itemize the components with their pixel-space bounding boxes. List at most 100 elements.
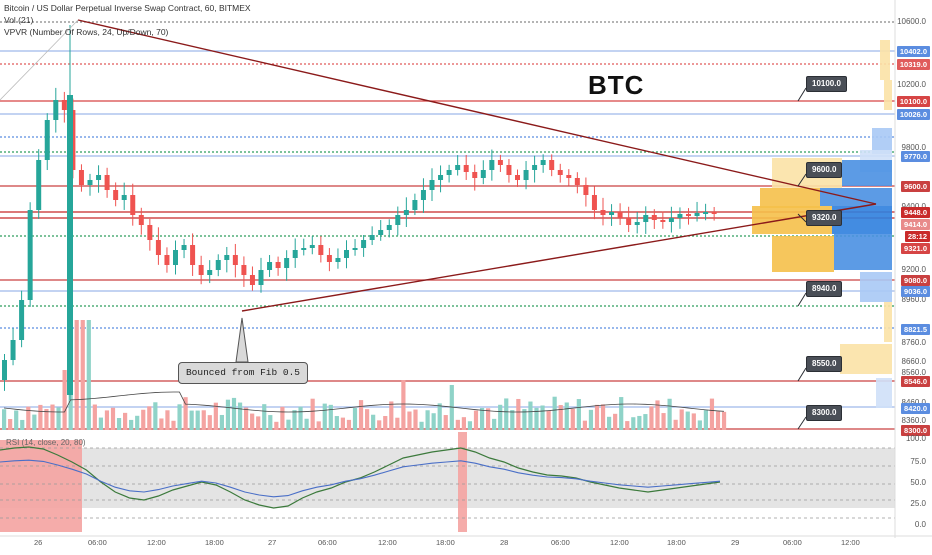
candle-body xyxy=(113,190,119,200)
volume-profile-bar xyxy=(772,236,834,272)
volume-ma-line xyxy=(3,391,724,413)
candle-body xyxy=(660,220,666,222)
candle-body xyxy=(438,175,444,180)
trend-line xyxy=(0,19,79,101)
candle-body xyxy=(566,175,572,178)
volume-profile-bar xyxy=(872,128,892,154)
candle-body xyxy=(44,120,50,160)
price-axis-label: 9200.0 xyxy=(901,265,926,274)
volume-bar xyxy=(147,406,152,430)
time-axis-label: 06:00 xyxy=(88,538,107,547)
candle-body xyxy=(540,160,546,165)
volume-bar xyxy=(231,397,237,430)
time-axis-label: 28 xyxy=(500,538,509,547)
volume-bar xyxy=(643,414,648,430)
time-axis-label: 06:00 xyxy=(783,538,802,547)
candle-body xyxy=(711,212,717,214)
candle-body xyxy=(318,245,324,255)
volume-bar xyxy=(546,410,551,430)
volume-bar xyxy=(14,410,19,430)
chart-title: BTC xyxy=(588,70,645,100)
symbol-legend: Bitcoin / US Dollar Perpetual Inverse Sw… xyxy=(4,3,251,13)
volume-bar xyxy=(298,406,303,430)
price-tag: 8420.0 xyxy=(901,403,930,414)
candle-body xyxy=(523,170,529,180)
volume-bar xyxy=(715,411,721,430)
rsi-line xyxy=(0,446,721,509)
volume-bar xyxy=(352,408,358,430)
volume-bar xyxy=(504,398,509,430)
callout-leader xyxy=(797,292,807,307)
candle-body xyxy=(609,212,615,215)
volume-bar xyxy=(486,408,491,430)
candle-body xyxy=(215,260,221,270)
volume-profile-bar xyxy=(842,160,892,186)
volume-bar xyxy=(479,407,485,430)
volume-bar xyxy=(237,402,243,430)
volume-legend: Vol (21) xyxy=(4,15,34,25)
candle-body xyxy=(617,212,623,218)
rsi-axis-label: 50.0 xyxy=(910,478,926,487)
volume-bar xyxy=(576,399,581,430)
candle-body xyxy=(463,165,469,172)
candle-body xyxy=(497,160,503,165)
candle-body xyxy=(104,175,110,190)
candle-body xyxy=(472,172,478,178)
time-axis-label: 12:00 xyxy=(841,538,860,547)
candle-body xyxy=(386,225,392,230)
volume-bar xyxy=(661,413,666,430)
volume-bar xyxy=(74,320,79,430)
price-axis-label: 10600.0 xyxy=(897,17,926,26)
candle-body xyxy=(2,360,7,380)
volume-bar xyxy=(328,404,333,430)
volume-bar xyxy=(419,421,424,430)
candle-body xyxy=(335,258,341,262)
candle-body xyxy=(147,225,153,240)
time-axis-label: 18:00 xyxy=(667,538,686,547)
volume-bar xyxy=(274,421,279,430)
candle-body xyxy=(121,195,127,200)
price-axis-label: 9800.0 xyxy=(901,143,926,152)
volume-bar xyxy=(159,418,164,430)
callout-leader xyxy=(797,367,807,382)
candle-body xyxy=(241,265,247,275)
volume-bar xyxy=(38,404,43,430)
level-callout: 9600.0 xyxy=(806,162,843,178)
level-callout: 8550.0 xyxy=(806,356,843,372)
volume-bar xyxy=(123,412,128,430)
volume-bar xyxy=(625,421,630,430)
volume-bar xyxy=(304,418,309,430)
volume-bar xyxy=(594,404,600,430)
volume-bar xyxy=(32,414,37,430)
volume-bar xyxy=(280,406,285,430)
triangle-lower-line xyxy=(241,203,877,312)
volume-bar xyxy=(195,410,200,430)
volume-profile-bar xyxy=(760,188,820,208)
volume-bar xyxy=(171,420,176,430)
candle-body xyxy=(224,255,230,260)
volume-profile-bar xyxy=(884,302,892,342)
price-tag: 10100.0 xyxy=(896,96,930,107)
price-axis-label: 8360.0 xyxy=(901,416,926,425)
time-axis-label: 12:00 xyxy=(147,538,166,547)
candle-body xyxy=(378,230,384,235)
candle-body xyxy=(634,222,640,225)
candle-body xyxy=(181,245,187,250)
volume-bar xyxy=(213,402,218,430)
price-axis-label: 10200.0 xyxy=(897,80,926,89)
volume-bar xyxy=(50,404,55,430)
candle-body xyxy=(96,175,102,180)
level-callout: 10100.0 xyxy=(806,76,847,92)
candle-body xyxy=(600,210,606,215)
candle-body xyxy=(703,212,709,214)
volume-profile-bar xyxy=(820,188,892,206)
candle-body xyxy=(301,248,307,250)
candle-body xyxy=(267,262,273,270)
price-tag: 8546.0 xyxy=(901,376,930,387)
time-axis-label: 12:00 xyxy=(378,538,397,547)
volume-bar xyxy=(86,320,91,430)
candle-body xyxy=(344,250,349,258)
candle-body xyxy=(292,250,298,258)
